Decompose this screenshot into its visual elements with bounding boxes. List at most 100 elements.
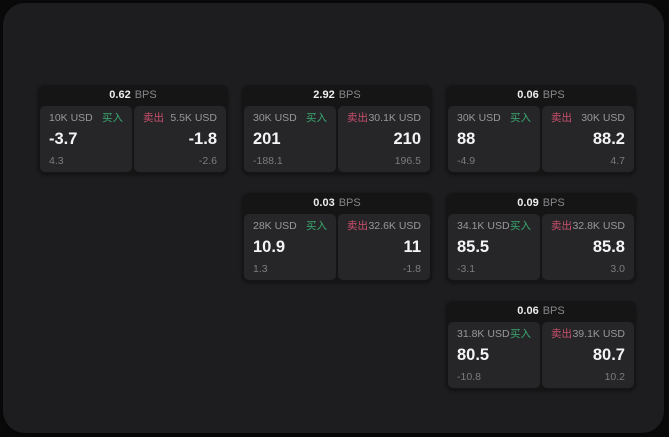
- sell-notional: 39.1K USD: [572, 328, 625, 340]
- quote-card: 0.09 BPS 34.1K USD 买入 85.5 -3.1 卖出 32.8K…: [446, 193, 636, 282]
- buy-price: 88: [457, 130, 476, 149]
- quote-card-body: 10K USD 买入 -3.7 4.3 卖出 5.5K USD -1.8 -2.…: [40, 106, 226, 172]
- sell-notional: 30.1K USD: [368, 112, 421, 124]
- buy-tile[interactable]: 34.1K USD 买入 85.5 -3.1: [448, 214, 540, 280]
- sell-tile[interactable]: 卖出 32.6K USD 11 -1.8: [338, 214, 430, 280]
- sell-tile-top: 卖出 30.1K USD: [347, 113, 421, 124]
- sell-price: 11: [403, 238, 421, 257]
- spread-header: 0.62 BPS: [40, 85, 226, 106]
- bps-unit-label: BPS: [542, 89, 565, 101]
- buy-tile[interactable]: 28K USD 买入 10.9 1.3: [244, 214, 336, 280]
- sell-price: 85.8: [592, 238, 625, 257]
- spread-value: 0.03: [313, 197, 335, 209]
- sell-tile-top: 卖出 30K USD: [551, 113, 625, 124]
- sell-tile-top: 卖出 32.6K USD: [347, 221, 421, 232]
- sell-sub-value: -1.8: [402, 262, 421, 275]
- sell-tile-top: 卖出 32.8K USD: [551, 221, 625, 232]
- buy-sub-value: 4.3: [49, 154, 64, 167]
- spread-value: 0.62: [109, 89, 131, 101]
- sell-tile[interactable]: 卖出 5.5K USD -1.8 -2.6: [134, 106, 226, 172]
- spread-value: 0.06: [517, 305, 539, 317]
- buy-tile-top: 34.1K USD 买入: [457, 221, 531, 232]
- bps-unit-label: BPS: [542, 197, 565, 209]
- spread-header: 0.09 BPS: [448, 193, 634, 214]
- spread-header: 2.92 BPS: [244, 85, 430, 106]
- sell-notional: 5.5K USD: [170, 112, 217, 124]
- sell-tile[interactable]: 卖出 30.1K USD 210 196.5: [338, 106, 430, 172]
- buy-notional: 30K USD: [457, 112, 501, 124]
- buy-tile[interactable]: 31.8K USD 买入 80.5 -10.8: [448, 322, 540, 388]
- bps-unit-label: BPS: [542, 305, 565, 317]
- sell-side-label: 卖出: [143, 112, 164, 124]
- sell-tile[interactable]: 卖出 32.8K USD 85.8 3.0: [542, 214, 634, 280]
- bps-unit-label: BPS: [134, 89, 157, 101]
- buy-sub-value: -4.9: [457, 154, 476, 167]
- spread-value: 0.09: [517, 197, 539, 209]
- quote-card: 2.92 BPS 30K USD 买入 201 -188.1 卖出 30.1K …: [242, 85, 432, 174]
- buy-side-label: 买入: [510, 220, 531, 232]
- buy-tile-top: 30K USD 买入: [253, 113, 327, 124]
- buy-side-label: 买入: [306, 112, 327, 124]
- sell-side-label: 卖出: [347, 112, 368, 124]
- buy-sub-value: 1.3: [253, 262, 268, 275]
- sell-sub-value: 10.2: [604, 370, 625, 383]
- spread-header: 0.03 BPS: [244, 193, 430, 214]
- quote-card-body: 34.1K USD 买入 85.5 -3.1 卖出 32.8K USD 85.8…: [448, 214, 634, 280]
- sell-side-label: 卖出: [551, 220, 572, 232]
- buy-price: 10.9: [253, 238, 286, 257]
- sell-notional: 30K USD: [581, 112, 625, 124]
- quote-card: 0.06 BPS 30K USD 买入 88 -4.9 卖出 30K USD 8…: [446, 85, 636, 174]
- sell-side-label: 卖出: [551, 328, 572, 340]
- buy-side-label: 买入: [510, 328, 531, 340]
- sell-side-label: 卖出: [347, 220, 368, 232]
- buy-notional: 30K USD: [253, 112, 297, 124]
- quote-card-body: 30K USD 买入 88 -4.9 卖出 30K USD 88.2 4.7: [448, 106, 634, 172]
- sell-tile-top: 卖出 5.5K USD: [143, 113, 217, 124]
- buy-sub-value: -188.1: [253, 154, 283, 167]
- sell-sub-value: 4.7: [610, 154, 625, 167]
- buy-tile[interactable]: 10K USD 买入 -3.7 4.3: [40, 106, 132, 172]
- quote-card: 0.06 BPS 31.8K USD 买入 80.5 -10.8 卖出 39.1…: [446, 301, 636, 390]
- buy-tile-top: 10K USD 买入: [49, 113, 123, 124]
- sell-side-label: 卖出: [551, 112, 572, 124]
- sell-price: -1.8: [188, 130, 217, 149]
- buy-sub-value: -3.1: [457, 262, 476, 275]
- spread-header: 0.06 BPS: [448, 301, 634, 322]
- quote-card-body: 31.8K USD 买入 80.5 -10.8 卖出 39.1K USD 80.…: [448, 322, 634, 388]
- buy-tile[interactable]: 30K USD 买入 201 -188.1: [244, 106, 336, 172]
- sell-sub-value: 3.0: [610, 262, 625, 275]
- bps-unit-label: BPS: [338, 197, 361, 209]
- buy-sub-value: -10.8: [457, 370, 481, 383]
- app-panel: 0.62 BPS 10K USD 买入 -3.7 4.3 卖出 5.5K USD…: [3, 3, 664, 433]
- buy-notional: 28K USD: [253, 220, 297, 232]
- bps-unit-label: BPS: [338, 89, 361, 101]
- sell-price: 210: [393, 130, 421, 149]
- sell-sub-value: -2.6: [198, 154, 217, 167]
- buy-price: -3.7: [49, 130, 78, 149]
- spread-value: 2.92: [313, 89, 335, 101]
- sell-price: 80.7: [592, 346, 625, 365]
- sell-tile[interactable]: 卖出 39.1K USD 80.7 10.2: [542, 322, 634, 388]
- buy-price: 201: [253, 130, 281, 149]
- sell-notional: 32.6K USD: [368, 220, 421, 232]
- sell-tile-top: 卖出 39.1K USD: [551, 329, 625, 340]
- buy-tile[interactable]: 30K USD 买入 88 -4.9: [448, 106, 540, 172]
- buy-notional: 34.1K USD: [457, 220, 510, 232]
- buy-notional: 31.8K USD: [457, 328, 510, 340]
- sell-price: 88.2: [592, 130, 625, 149]
- buy-notional: 10K USD: [49, 112, 93, 124]
- buy-side-label: 买入: [102, 112, 123, 124]
- buy-price: 85.5: [457, 238, 490, 257]
- buy-tile-top: 31.8K USD 买入: [457, 329, 531, 340]
- buy-tile-top: 30K USD 买入: [457, 113, 531, 124]
- spread-value: 0.06: [517, 89, 539, 101]
- sell-sub-value: 196.5: [394, 154, 421, 167]
- sell-tile[interactable]: 卖出 30K USD 88.2 4.7: [542, 106, 634, 172]
- quote-card-body: 28K USD 买入 10.9 1.3 卖出 32.6K USD 11 -1.8: [244, 214, 430, 280]
- buy-tile-top: 28K USD 买入: [253, 221, 327, 232]
- quote-card: 0.03 BPS 28K USD 买入 10.9 1.3 卖出 32.6K US…: [242, 193, 432, 282]
- quote-card: 0.62 BPS 10K USD 买入 -3.7 4.3 卖出 5.5K USD…: [38, 85, 228, 174]
- buy-price: 80.5: [457, 346, 490, 365]
- quote-card-body: 30K USD 买入 201 -188.1 卖出 30.1K USD 210 1…: [244, 106, 430, 172]
- spread-header: 0.06 BPS: [448, 85, 634, 106]
